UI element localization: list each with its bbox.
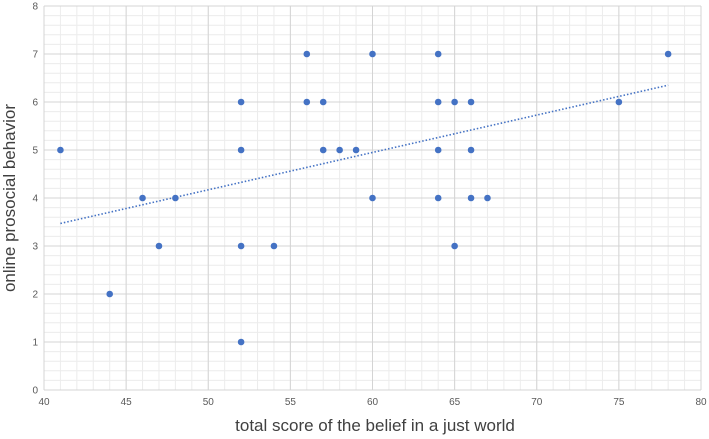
data-point: [664, 50, 672, 58]
y-tick-label: 6: [32, 98, 38, 109]
data-point: [451, 242, 458, 250]
data-point: [139, 194, 146, 202]
y-tick-label: 4: [32, 194, 38, 205]
data-point: [303, 50, 311, 58]
data-point: [237, 98, 245, 106]
y-tick-label: 8: [32, 2, 38, 13]
x-tick-label: 40: [38, 397, 50, 408]
data-point: [270, 242, 278, 250]
data-point: [484, 194, 491, 202]
x-tick-label: 80: [695, 397, 707, 408]
data-point: [336, 146, 343, 154]
data-points: [57, 50, 672, 346]
data-point: [434, 50, 442, 58]
data-point: [319, 98, 327, 106]
x-tick-label: 45: [121, 397, 133, 408]
data-point: [369, 50, 376, 58]
trendline: [60, 84, 669, 225]
data-point: [434, 98, 442, 106]
y-tick-label: 0: [32, 386, 38, 397]
data-point: [57, 146, 64, 154]
x-axis-title: total score of the belief in a just worl…: [235, 416, 515, 435]
data-point: [352, 146, 360, 154]
x-tick-label: 70: [531, 397, 543, 408]
data-point: [237, 338, 245, 346]
y-tick-label: 3: [32, 242, 38, 253]
data-point: [434, 146, 442, 154]
data-point: [155, 242, 163, 250]
y-tick-label: 5: [32, 146, 38, 157]
data-point: [303, 98, 311, 106]
y-axis-ticks: 0 1 2 3 4 5 6 7 8: [32, 2, 38, 397]
x-tick-label: 55: [285, 397, 297, 408]
x-tick-label: 75: [613, 397, 625, 408]
data-point: [615, 98, 623, 106]
data-point: [369, 194, 376, 202]
data-point: [172, 194, 179, 202]
data-point: [319, 146, 327, 154]
data-point: [467, 146, 475, 154]
y-tick-label: 7: [32, 50, 38, 61]
x-tick-label: 65: [449, 397, 461, 408]
y-tick-label: 2: [32, 290, 38, 301]
data-point: [237, 242, 245, 250]
x-axis-ticks: 40 45 50 55 60 65 70 75 80: [38, 397, 707, 408]
data-point: [237, 146, 245, 154]
data-point: [467, 194, 475, 202]
data-point: [467, 98, 475, 106]
data-point: [434, 194, 442, 202]
data-point: [451, 98, 458, 106]
x-tick-label: 50: [203, 397, 215, 408]
data-point: [106, 290, 113, 298]
trendline-group: [60, 84, 669, 225]
x-tick-label: 60: [367, 397, 379, 408]
y-tick-label: 1: [32, 338, 38, 349]
y-axis-title: online prosocial behavior: [0, 104, 19, 292]
